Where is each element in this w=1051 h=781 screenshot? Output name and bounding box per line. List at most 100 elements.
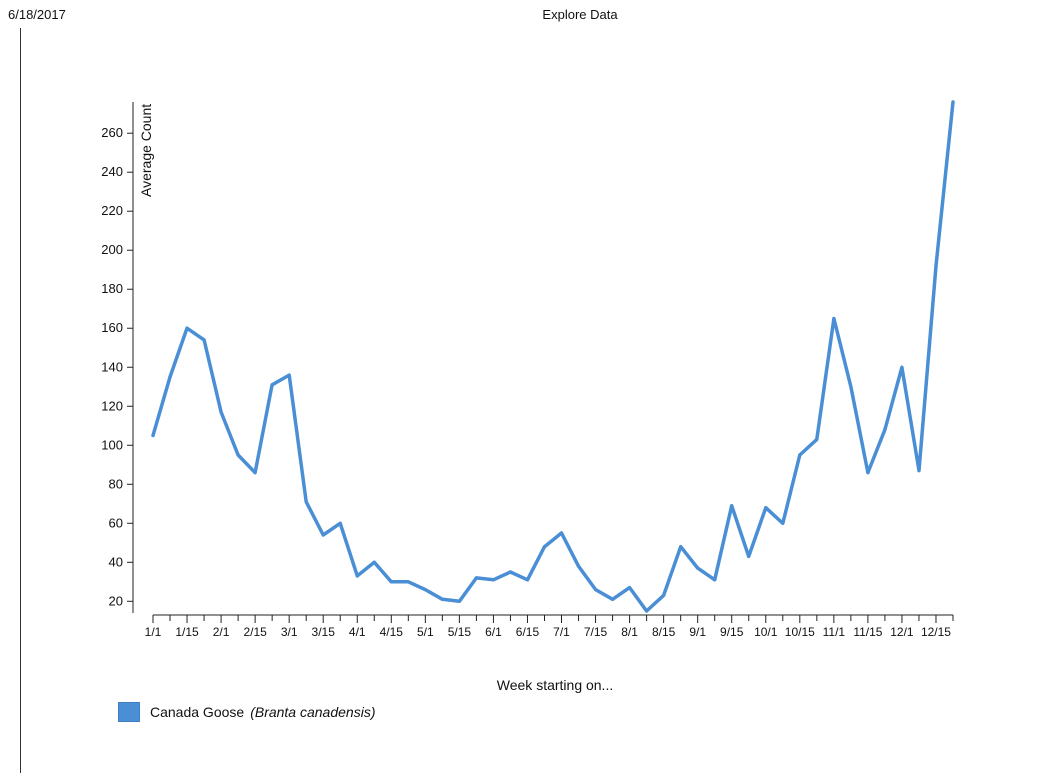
- data-point: [883, 428, 887, 432]
- y-tick-label: 40: [109, 554, 123, 569]
- y-tick-label: 260: [101, 125, 123, 140]
- data-point: [645, 609, 649, 613]
- x-tick-label: 11/1: [823, 625, 846, 639]
- x-tick-label: 12/1: [890, 625, 914, 639]
- data-point: [696, 566, 700, 570]
- series-line-0: [151, 100, 955, 613]
- data-point: [662, 593, 666, 597]
- series-layer: [151, 100, 955, 613]
- x-tick-label: 5/1: [417, 625, 434, 639]
- x-tick-label: 1/15: [175, 625, 199, 639]
- data-point: [270, 383, 274, 387]
- y-tick-label: 180: [101, 281, 123, 296]
- data-point: [457, 599, 461, 603]
- legend-swatch: [118, 702, 140, 722]
- x-tick-label: 2/15: [243, 625, 267, 639]
- data-point: [236, 453, 240, 457]
- data-point: [781, 521, 785, 525]
- data-point: [355, 574, 359, 578]
- data-point: [542, 545, 546, 549]
- legend-common-name: Canada Goose: [150, 704, 245, 720]
- data-point: [611, 597, 615, 601]
- y-tick-label: 160: [101, 320, 123, 335]
- data-point: [525, 578, 529, 582]
- x-tick-labels: 1/1 1/15 2/1 2/15 3/1 3/15 4/1 4/15 5/1 5/15 6/1 6/…: [145, 625, 952, 639]
- data-point: [491, 578, 495, 582]
- data-point: [304, 500, 308, 504]
- x-tick-label: 9/15: [720, 625, 744, 639]
- data-point: [577, 564, 581, 568]
- y-tick-label: 60: [109, 515, 123, 530]
- data-point: [406, 580, 410, 584]
- data-point: [730, 504, 734, 508]
- y-tick-label: 240: [101, 164, 123, 179]
- data-point: [560, 531, 564, 535]
- x-axis-label: Week starting on...: [497, 677, 613, 693]
- y-tick-label: 100: [101, 437, 123, 452]
- x-tick-label: 10/1: [754, 625, 778, 639]
- x-tick-label: 2/1: [213, 625, 230, 639]
- data-point: [713, 578, 717, 582]
- data-point: [372, 560, 376, 564]
- data-point: [832, 316, 836, 320]
- x-tick-label: 6/15: [516, 625, 540, 639]
- print-date: 6/18/2017: [8, 7, 66, 22]
- data-point: [321, 533, 325, 537]
- x-tick-label: 3/1: [281, 625, 298, 639]
- x-tick-label: 1/1: [145, 625, 162, 639]
- data-point: [389, 580, 393, 584]
- x-tick-label: 5/15: [448, 625, 472, 639]
- data-point: [338, 521, 342, 525]
- data-point: [594, 588, 598, 592]
- data-point: [679, 545, 683, 549]
- legend-label: Canada Goose (Branta canadensis): [150, 704, 375, 720]
- page-title: Explore Data: [542, 7, 618, 22]
- x-tick-label: 7/15: [584, 625, 608, 639]
- data-point: [185, 326, 189, 330]
- legend-scientific-name: (Branta canadensis): [250, 704, 376, 720]
- x-tick-label: 10/15: [785, 625, 815, 639]
- y-tick-label: 120: [101, 398, 123, 413]
- data-point: [423, 588, 427, 592]
- x-tick-label: 6/1: [485, 625, 502, 639]
- x-tick-label: 3/15: [312, 625, 336, 639]
- data-point: [815, 437, 819, 441]
- page-margin-rule: [20, 28, 21, 773]
- data-point: [168, 375, 172, 379]
- data-point: [287, 373, 291, 377]
- chart-legend: Canada Goose (Branta canadensis): [118, 702, 375, 722]
- data-point: [934, 264, 938, 268]
- y-tick-label: 220: [101, 203, 123, 218]
- x-tick-label: 4/1: [349, 625, 366, 639]
- data-point: [798, 453, 802, 457]
- x-tick-label: 4/15: [380, 625, 404, 639]
- data-point: [951, 100, 955, 104]
- x-tick-label: 8/1: [621, 625, 638, 639]
- y-tick-label: 140: [101, 359, 123, 374]
- y-axis-label: Average Count: [138, 104, 154, 197]
- y-tick-label: 80: [109, 476, 123, 491]
- data-point: [917, 469, 921, 473]
- data-point: [474, 576, 478, 580]
- data-point: [219, 410, 223, 414]
- data-point: [628, 586, 632, 590]
- data-point: [440, 597, 444, 601]
- data-point: [202, 338, 206, 342]
- x-tick-label: 7/1: [553, 625, 570, 639]
- y-tick-label: 200: [101, 242, 123, 257]
- data-point: [747, 554, 751, 558]
- data-point: [849, 385, 853, 389]
- data-point: [508, 570, 512, 574]
- y-tick-label: 20: [109, 593, 123, 608]
- x-tick-label: 8/15: [652, 625, 676, 639]
- chart-axes: [127, 102, 954, 623]
- x-tick-label: 11/15: [853, 625, 882, 639]
- y-tick-labels: 20 40 60 80 100 120 140 160 180 200 220 240 260: [101, 125, 123, 608]
- data-point: [866, 471, 870, 475]
- x-tick-label: 12/15: [921, 625, 951, 639]
- data-point: [253, 471, 257, 475]
- data-point: [151, 434, 155, 438]
- x-tick-label: 9/1: [689, 625, 706, 639]
- data-point: [764, 506, 768, 510]
